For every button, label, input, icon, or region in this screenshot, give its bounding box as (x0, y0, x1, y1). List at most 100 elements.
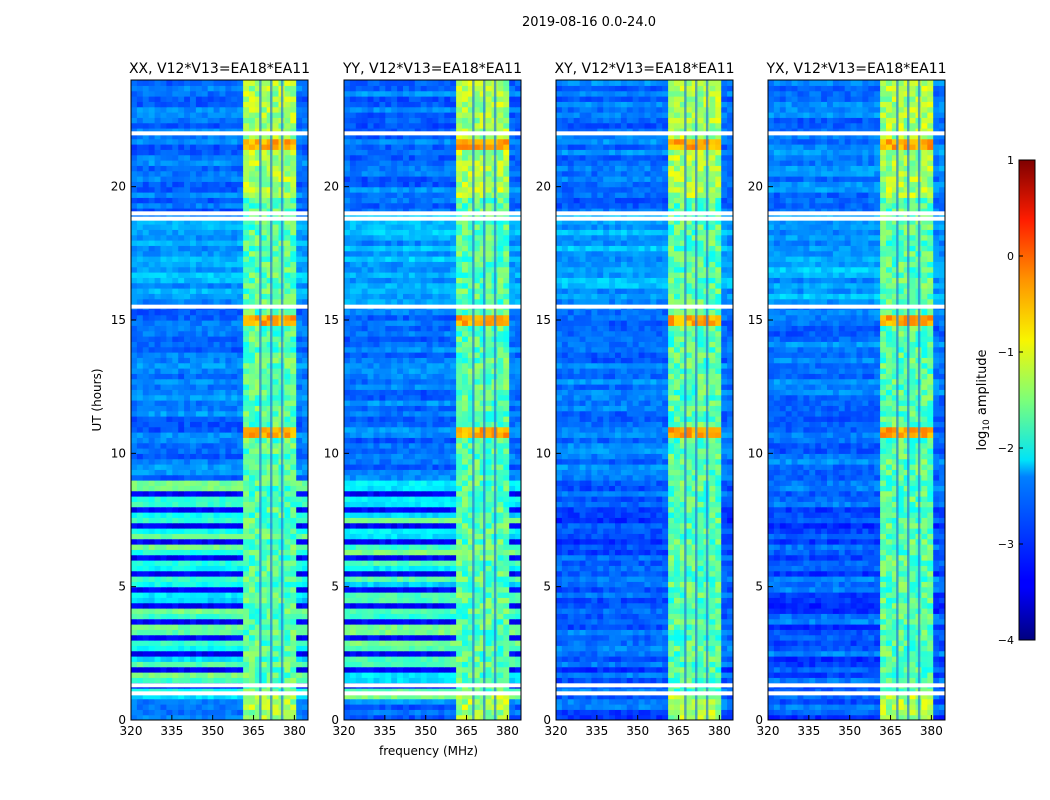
heatmap-cell (302, 218, 308, 225)
heatmap-cell (231, 496, 238, 502)
heatmap-cell (154, 586, 162, 593)
heatmap-cell (190, 677, 197, 684)
heatmap-cell (131, 362, 138, 369)
heatmap-cell (391, 672, 398, 678)
heatmap-cell (379, 613, 386, 620)
heatmap-cell (219, 618, 226, 625)
heatmap-cell (237, 154, 244, 161)
heatmap-cell (231, 186, 238, 193)
heatmap-cell (172, 666, 179, 673)
heatmap-cell (243, 458, 250, 465)
heatmap-cell (237, 85, 244, 92)
heatmap-cell (284, 197, 291, 204)
heatmap-cell (462, 709, 469, 716)
heatmap-cell (190, 474, 197, 481)
heatmap-cell (213, 581, 221, 588)
heatmap-cell (266, 517, 274, 524)
heatmap-cell (302, 576, 308, 582)
heatmap-cell (207, 485, 215, 492)
heatmap-cell (266, 256, 274, 262)
heatmap-cell (509, 592, 516, 598)
heatmap-cell (166, 122, 173, 129)
heatmap-cell (485, 624, 493, 630)
heatmap-cell (178, 320, 185, 326)
heatmap-cell (190, 656, 197, 662)
heatmap-cell (302, 309, 308, 316)
heatmap-cell (385, 506, 392, 513)
heatmap-cell (178, 416, 185, 422)
heatmap-cell (190, 432, 197, 438)
heatmap-cell (231, 565, 238, 572)
heatmap-cell (391, 544, 398, 550)
heatmap-cell (361, 480, 369, 486)
heatmap-cell (456, 618, 463, 625)
heatmap-cell (172, 389, 179, 396)
heatmap-cell (243, 560, 250, 566)
heatmap-cell (243, 240, 250, 246)
heatmap-cell (195, 197, 203, 204)
heatmap-cell (302, 357, 308, 364)
heatmap-cell (479, 570, 487, 577)
heatmap-cell (266, 213, 274, 220)
heatmap-cell (254, 565, 262, 572)
heatmap-cell (142, 538, 150, 545)
heatmap-cell (178, 165, 185, 172)
heatmap-cell (296, 112, 303, 118)
heatmap-cell (302, 602, 308, 609)
heatmap-cell (249, 378, 256, 385)
heatmap-cell (166, 597, 173, 604)
heatmap-cell (219, 341, 226, 348)
heatmap-cell (420, 688, 428, 694)
heatmap-cell (355, 634, 363, 641)
heatmap-cell (219, 245, 226, 252)
heatmap-cell (249, 528, 256, 534)
heatmap-cell (195, 565, 203, 572)
heatmap-cell (397, 581, 404, 588)
heatmap-cell (136, 149, 144, 156)
heatmap-cell (160, 666, 167, 673)
heatmap-cell (131, 101, 138, 108)
heatmap-cell (254, 661, 262, 668)
heatmap-cell (349, 522, 357, 529)
heatmap-cell (254, 128, 262, 134)
heatmap-cell (473, 608, 481, 614)
heatmap-cell (497, 490, 504, 497)
heatmap-cell (284, 218, 291, 225)
heatmap-cell (201, 485, 209, 492)
heatmap-cell (344, 661, 351, 668)
heatmap-cell (195, 250, 203, 257)
heatmap-cell (420, 592, 428, 598)
heatmap-cell (509, 634, 516, 641)
heatmap-cell (201, 149, 209, 156)
heatmap-cell (148, 560, 156, 566)
heatmap-cell (497, 570, 504, 577)
heatmap-cell (219, 597, 226, 604)
heatmap-cell (349, 677, 357, 684)
heatmap-cell (284, 149, 291, 156)
heatmap-cell (225, 666, 232, 673)
heatmap-cell (213, 714, 221, 720)
heatmap-cell (201, 656, 209, 662)
heatmap-cell (225, 149, 232, 156)
heatmap-cell (290, 650, 297, 657)
heatmap-cell (420, 501, 428, 508)
heatmap-cell (207, 421, 215, 428)
heatmap-cell (266, 576, 274, 582)
heatmap-cell (296, 645, 303, 652)
heatmap-cell (166, 661, 173, 668)
heatmap-cell (154, 288, 162, 294)
heatmap-cell (225, 90, 232, 97)
heatmap-cell (450, 704, 457, 710)
heatmap-cell (266, 565, 274, 572)
heatmap-cell (178, 528, 185, 534)
heatmap-cell (260, 256, 268, 262)
heatmap-cell (254, 698, 262, 705)
heatmap-cell (249, 149, 256, 156)
heatmap-cell (438, 629, 445, 636)
heatmap-cell (349, 629, 357, 636)
heatmap-cell (231, 410, 238, 417)
heatmap-cell (142, 618, 150, 625)
heatmap-cell (184, 250, 191, 257)
heatmap-cell (284, 693, 291, 700)
heatmap-cell (166, 426, 173, 433)
